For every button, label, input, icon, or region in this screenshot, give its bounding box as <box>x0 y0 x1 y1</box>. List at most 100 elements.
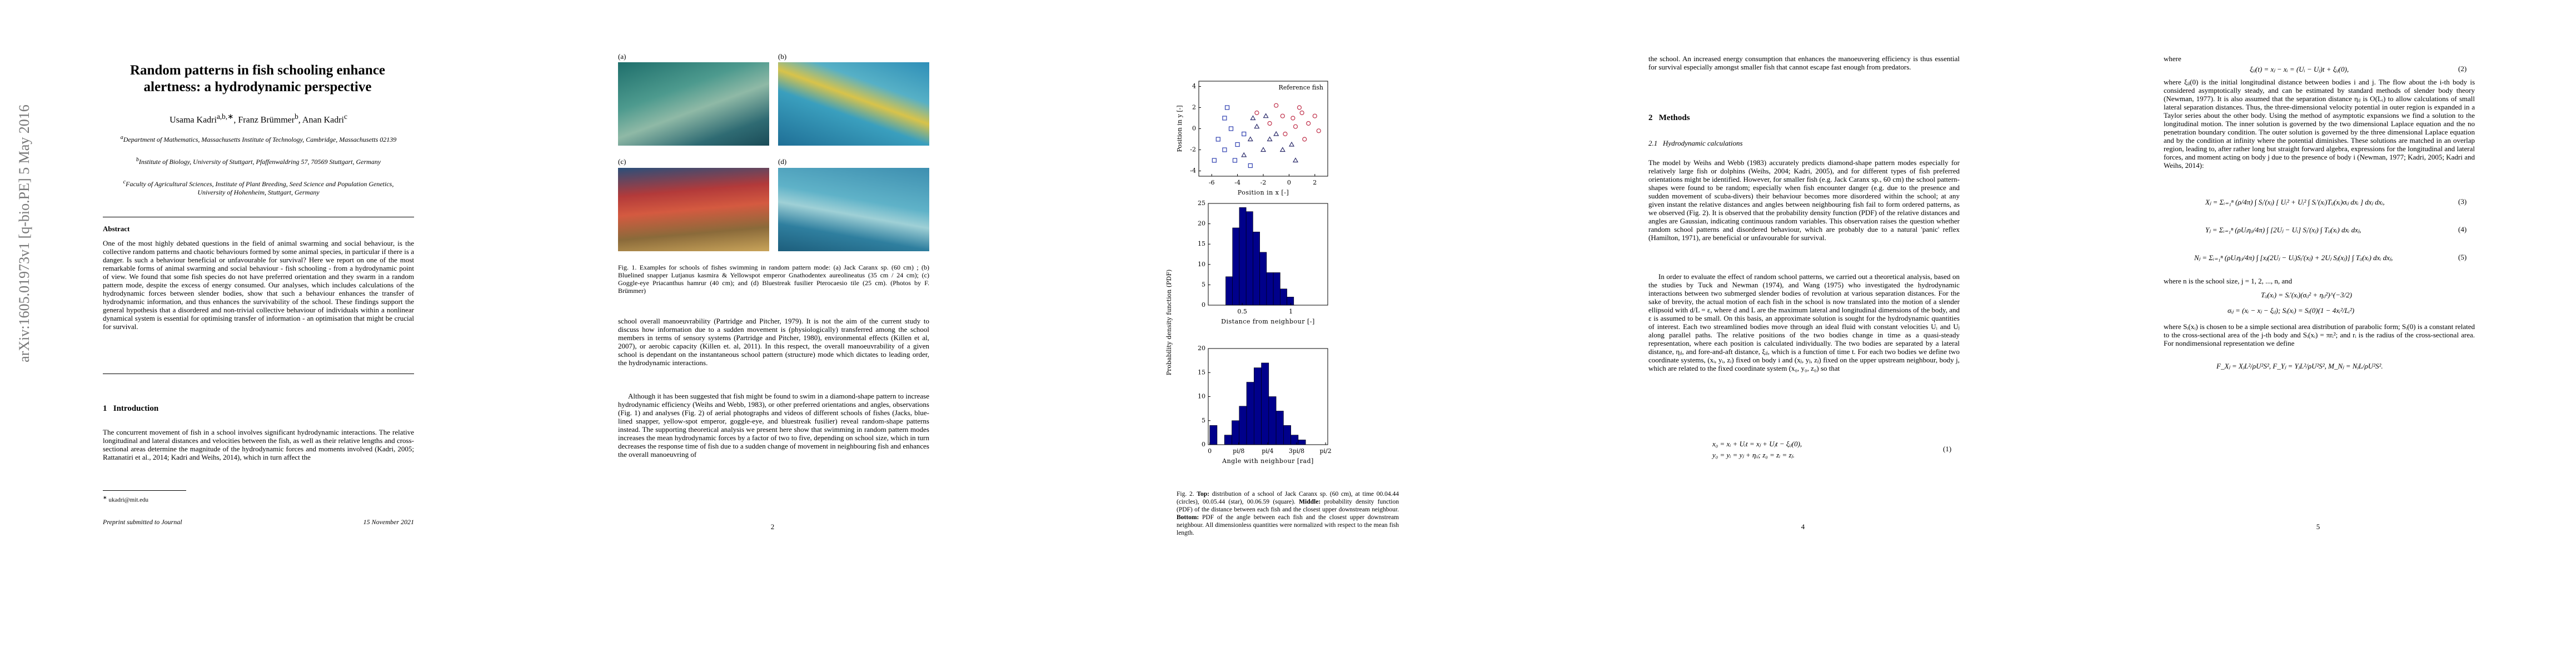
panel-label: (c) <box>618 157 626 166</box>
histogram-bar <box>1275 411 1284 445</box>
annotation: Reference fish <box>1279 84 1323 91</box>
y-tick-label: 0 <box>1192 125 1196 132</box>
x-tick-label: 0 <box>1208 447 1212 455</box>
section-number: 1 <box>103 404 107 413</box>
subsection-heading: 2.1 Hydrodynamic calculations <box>1648 139 1743 147</box>
caption-label: Fig. 2. <box>1177 491 1194 497</box>
histogram-bar <box>1232 227 1240 306</box>
equation: Xⱼ = Σᵢ₌₁ⁿ (ρ/4π) ∫ Sⱼ′(xⱼ) [ Uᵢ² + Uᵢ² … <box>2205 198 2385 206</box>
footnote: ∗ ukadri@mit.edu <box>103 494 148 505</box>
caption-label: Fig. 1. <box>618 263 637 271</box>
section-heading: 2 Methods <box>1648 114 1690 122</box>
histogram-bar <box>1253 367 1262 445</box>
scatter-point <box>1232 158 1238 163</box>
caption-part-text: PDF of the angle between each fish and t… <box>1177 514 1399 536</box>
scatter-point <box>1241 152 1247 157</box>
x-axis-label: Angle with neighbour [rad] <box>1222 457 1314 465</box>
photo-snapper <box>778 62 929 146</box>
footer-left: Preprint submitted to Journal <box>103 518 182 526</box>
scatter-point <box>1292 157 1299 163</box>
caption-part-label: Bottom: <box>1177 514 1199 521</box>
page-number: 4 <box>1801 522 1805 531</box>
histogram-bar <box>1298 440 1306 445</box>
scatter-point <box>1222 116 1227 121</box>
histogram-bar <box>1232 420 1240 445</box>
photo-fusilier <box>778 168 929 251</box>
figure-caption: Fig. 1. Examples for schools of fishes s… <box>618 263 929 295</box>
y-tick-label: 2 <box>1192 104 1196 111</box>
equation: Tᵢⱼ(xᵢ) = Sᵢ′(xᵢ)(σᵢⱼ² + ηᵢⱼ²)^(−3/2) <box>2261 291 2352 299</box>
y-tick-label: -2 <box>1190 146 1196 153</box>
scatter-point <box>1279 147 1285 152</box>
x-tick-label: pi/2 <box>1319 447 1331 455</box>
caption-text: Examples for schools of fishes swimming … <box>618 263 930 295</box>
scatter-point <box>1316 128 1321 133</box>
scatter-point <box>1247 136 1253 142</box>
scatter-point <box>1302 137 1307 142</box>
page-2: (a) (b) (c) (d) Fig. 1. Examples for sch… <box>515 0 1030 667</box>
equation-number: (5) <box>2458 253 2467 261</box>
section-title: Introduction <box>113 404 159 413</box>
scatter-point <box>1248 163 1253 168</box>
histogram-bar <box>1246 382 1254 445</box>
equation: σᵢⱼ = (xᵢ − xⱼ − ξᵢⱼ); Sᵢ(xᵢ) = Sᵢ(0)(1 … <box>2228 306 2355 315</box>
equation-number: (1) <box>1943 445 1952 453</box>
histogram-bar <box>1225 276 1233 306</box>
x-tick-label: 0.5 <box>1237 308 1247 315</box>
y-tick-label: 25 <box>1198 200 1205 207</box>
y-tick-label: 4 <box>1192 83 1196 90</box>
author-affil: c <box>344 112 347 121</box>
y-tick-label: 15 <box>1198 369 1205 376</box>
histogram-bar <box>1209 425 1218 445</box>
y-tick-label: 10 <box>1198 261 1205 268</box>
scatter-point <box>1274 103 1279 108</box>
author-name: Usama Kadri <box>170 115 217 125</box>
histogram-bar <box>1224 435 1232 445</box>
x-tick-label: -6 <box>1209 179 1215 186</box>
affil-mark: c <box>123 179 126 185</box>
affiliation: aDepartment of Mathematics, Massachusett… <box>119 133 397 144</box>
y-axis-label: Probability density function (PDF) <box>1165 270 1173 376</box>
abstract: One of the most highly debated questions… <box>103 239 414 331</box>
equation: F_Xⱼ = XⱼL²/ρU²S², F_Yⱼ = YⱼL²/ρU²S², M_… <box>2216 362 2383 370</box>
histogram-bar <box>1245 211 1253 306</box>
scatter-point <box>1242 131 1247 137</box>
histogram-bar <box>1239 207 1247 306</box>
affil-mark: b <box>136 157 139 163</box>
photo-jack <box>618 62 769 146</box>
x-tick-label: -2 <box>1260 179 1267 186</box>
scatter-point <box>1289 141 1295 147</box>
x-axis-label: Position in x [-] <box>1238 189 1289 196</box>
author-affil: a,b,∗ <box>216 112 234 121</box>
scatter-point <box>1267 136 1273 142</box>
affil-text: Department of Mathematics, Massachusetts… <box>123 136 397 143</box>
section-number: 2 <box>1648 113 1653 122</box>
equation: ξᵢⱼ(t) = xⱼ − xᵢ = (Uᵢ − Uⱼ)t + ξᵢⱼ(0), <box>2250 65 2349 73</box>
paragraph: In order to evaluate the effect of rando… <box>1648 272 1960 372</box>
author-name: Franz Brümmer <box>238 115 295 125</box>
x-tick-label: 1 <box>1289 308 1293 315</box>
histogram-bar <box>1259 252 1267 306</box>
arxiv-id: arXiv:1605.01973v1 [q-bio.PE] 5 May 2016 <box>16 104 32 362</box>
page-number: 2 <box>770 522 775 531</box>
x-tick-label: 3pi/8 <box>1289 447 1304 455</box>
scatter-point <box>1263 113 1269 118</box>
page-5: where ξᵢⱼ(t) = xⱼ − xᵢ = (Uᵢ − Uⱼ)t + ξᵢ… <box>2061 0 2576 667</box>
scatter-point <box>1293 124 1298 129</box>
paragraph: The model by Weihs and Webb (1983) accur… <box>1648 158 1960 242</box>
scatter-point <box>1254 123 1260 129</box>
y-tick-label: 0 <box>1202 301 1205 308</box>
y-tick-label: 5 <box>1202 417 1205 424</box>
scatter-point <box>1299 110 1304 116</box>
panel-label: (d) <box>778 157 787 166</box>
caption-part-label: Top: <box>1197 491 1209 497</box>
x-axis-label: Distance from neighbour [-] <box>1221 318 1315 325</box>
scatter-point <box>1291 116 1296 121</box>
equation-number: (3) <box>2458 197 2467 206</box>
x-tick-label: 2 <box>1313 179 1317 186</box>
title: Random patterns in fish schooling enhanc… <box>129 63 386 94</box>
page-4: the school. An increased energy consumpt… <box>1546 0 2061 667</box>
figure-caption: Fig. 2. Top: distribution of a school of… <box>1177 490 1399 537</box>
